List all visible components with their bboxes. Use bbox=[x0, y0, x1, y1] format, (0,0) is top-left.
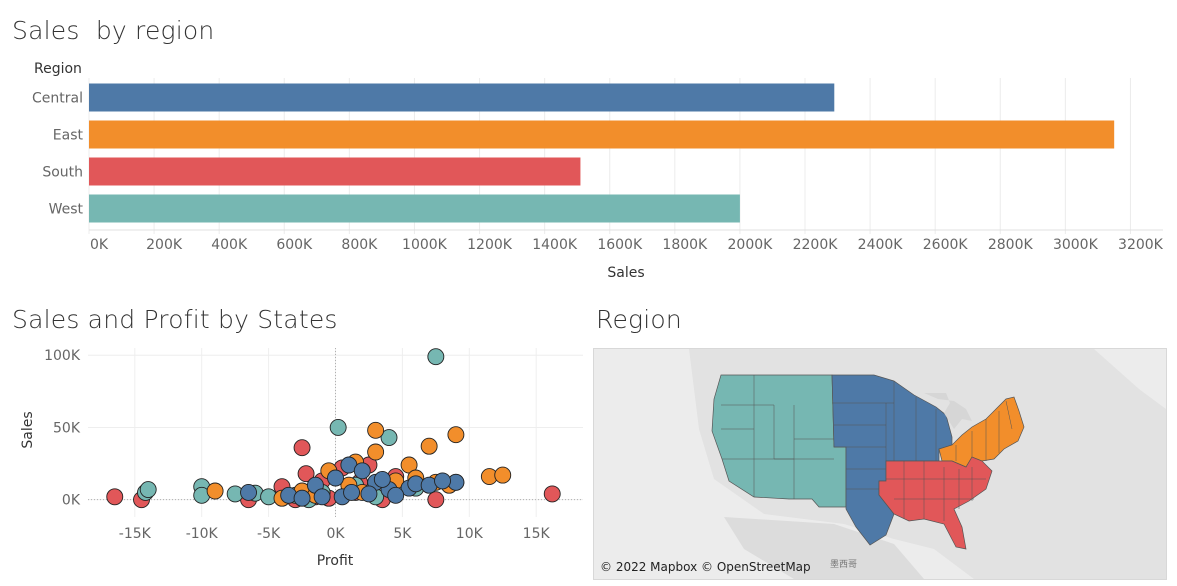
point-east bbox=[420, 437, 438, 455]
x-tick-label: 1200K bbox=[467, 237, 513, 253]
x-tick-label: 2200K bbox=[793, 237, 839, 253]
x-tick-label: 1600K bbox=[597, 237, 643, 253]
point-central bbox=[327, 469, 344, 487]
y-tick-label: 0K bbox=[62, 493, 81, 509]
x-tick-label: 3000K bbox=[1053, 237, 1099, 253]
us-region-map: 墨西哥 bbox=[689, 349, 1166, 579]
x-tick-label: -10K bbox=[186, 526, 219, 542]
map-place-label: 墨西哥 bbox=[830, 559, 857, 570]
scatter-chart-title: Sales and Profit by States bbox=[12, 305, 338, 334]
x-tick-label: 2800K bbox=[988, 237, 1034, 253]
region-map[interactable]: 墨西哥 © 2022 Mapbox © OpenStreetMap bbox=[593, 348, 1167, 580]
bar-chart-title: Sales by region bbox=[12, 16, 215, 45]
bar-west bbox=[89, 194, 740, 223]
point-east bbox=[206, 482, 224, 500]
x-tick-label: -15K bbox=[119, 526, 152, 542]
point-west bbox=[427, 348, 445, 366]
point-south bbox=[543, 485, 561, 503]
point-central bbox=[373, 470, 391, 488]
x-tick-label: 200K bbox=[146, 237, 183, 253]
point-south bbox=[427, 491, 445, 509]
point-east bbox=[367, 421, 385, 439]
map-title: Region bbox=[596, 305, 682, 334]
y-tick-label: 100K bbox=[44, 348, 81, 364]
x-tick-label: 400K bbox=[211, 237, 248, 253]
x-tick-label: 1800K bbox=[662, 237, 708, 253]
point-east bbox=[447, 426, 465, 444]
x-tick-label: 10K bbox=[456, 526, 484, 542]
bar-central bbox=[89, 83, 835, 112]
x-tick-label: 2600K bbox=[923, 237, 969, 253]
bar-east bbox=[89, 120, 1115, 149]
region-south-shape bbox=[878, 456, 993, 550]
point-south bbox=[297, 465, 315, 483]
mexico-land bbox=[724, 517, 924, 579]
point-central bbox=[240, 483, 257, 501]
point-west bbox=[380, 429, 398, 447]
y-tick-label: 50K bbox=[53, 420, 81, 436]
point-east bbox=[367, 443, 385, 461]
point-south bbox=[106, 488, 124, 506]
x-tick-label: 5K bbox=[393, 526, 412, 542]
x-axis-title: Profit bbox=[317, 553, 354, 569]
x-tick-label: -5K bbox=[257, 526, 281, 542]
point-central bbox=[434, 472, 451, 490]
point-central bbox=[387, 486, 405, 504]
x-tick-label: 1000K bbox=[402, 237, 448, 253]
x-tick-label: 1400K bbox=[532, 237, 578, 253]
point-central bbox=[353, 462, 371, 480]
x-tick-label: 600K bbox=[276, 237, 313, 253]
x-tick-label: 0K bbox=[326, 526, 345, 542]
bar-south bbox=[89, 157, 581, 186]
category-label-south: South bbox=[42, 165, 83, 181]
x-tick-label: 800K bbox=[341, 237, 378, 253]
x-tick-label: 0K bbox=[90, 237, 109, 253]
category-label-west: West bbox=[49, 202, 84, 218]
point-central bbox=[293, 489, 311, 507]
x-tick-label: 2000K bbox=[728, 237, 774, 253]
x-axis-title: Sales bbox=[607, 265, 644, 281]
great-lakes bbox=[924, 393, 972, 429]
row-header: Region bbox=[34, 61, 82, 77]
y-axis-title: Sales bbox=[20, 411, 36, 448]
x-tick-label: 3200K bbox=[1118, 237, 1164, 253]
point-central bbox=[360, 485, 378, 503]
point-west bbox=[139, 481, 157, 499]
x-tick-label: 2400K bbox=[858, 237, 904, 253]
point-central bbox=[313, 488, 331, 506]
point-west bbox=[329, 418, 347, 436]
state-borders bbox=[721, 375, 1013, 521]
map-attribution: © 2022 Mapbox © OpenStreetMap bbox=[600, 560, 811, 574]
category-label-central: Central bbox=[32, 91, 83, 107]
point-south bbox=[293, 439, 311, 457]
bar-chart[interactable]: Region Central East South West 0K 200K 400K 600K… bbox=[0, 0, 1177, 290]
x-tick-label: 15K bbox=[523, 526, 551, 542]
point-central bbox=[343, 483, 361, 501]
scatter-chart[interactable]: -15K -10K -5K 0K 5K 10K 15K 0K 50K 100K Profit Sale… bbox=[0, 300, 590, 586]
point-east bbox=[494, 466, 512, 484]
category-label-east: East bbox=[53, 128, 84, 144]
